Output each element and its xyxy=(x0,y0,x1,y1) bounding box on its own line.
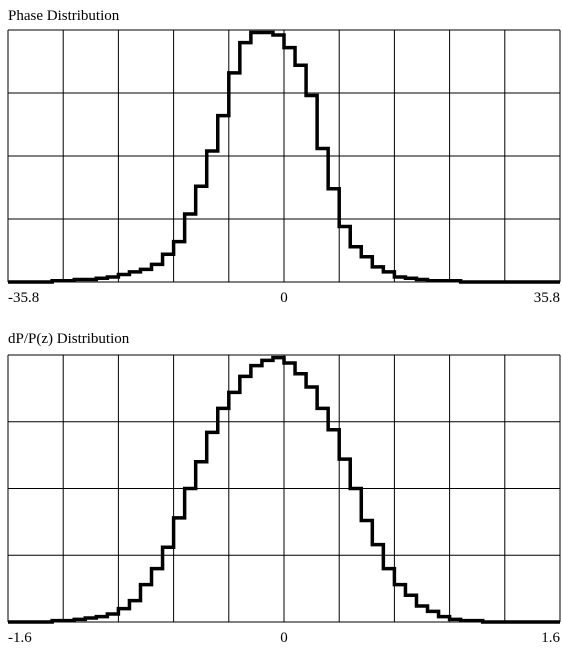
x-tick-label: -1.6 xyxy=(8,630,32,646)
x-tick-label: 0 xyxy=(280,630,288,646)
histogram-outline xyxy=(8,355,560,624)
x-tick-label: -35.8 xyxy=(8,290,39,306)
chart-title: dP/P(z) Distribution xyxy=(8,331,130,347)
x-tick-label: 35.8 xyxy=(534,290,560,306)
x-tick-label: 0 xyxy=(280,290,288,306)
histogram-outline xyxy=(8,30,560,284)
x-tick-label: 1.6 xyxy=(541,630,560,646)
chart-title: Phase Distribution xyxy=(8,8,120,24)
